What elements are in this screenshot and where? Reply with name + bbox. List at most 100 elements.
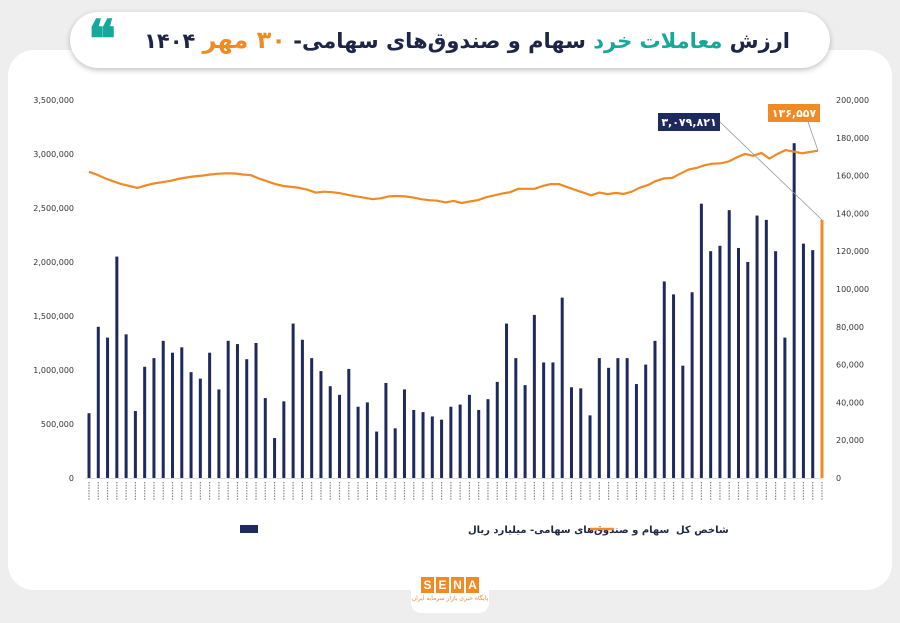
bar: [347, 368, 351, 478]
title-date: ۳۰ مهر: [202, 26, 286, 54]
bar: [430, 416, 434, 478]
callout-line-leader: [807, 121, 819, 151]
title-word-3: سهام و صندوق‌های سهامی-: [293, 29, 586, 53]
bar: [356, 406, 360, 478]
bar: [263, 398, 267, 478]
bar: [384, 382, 388, 478]
left-axis-tick-label: 2,000,000: [33, 258, 74, 267]
right-axis-tick-label: 80,000: [836, 323, 864, 332]
bar: [300, 339, 304, 478]
right-axis-tick-label: 120,000: [836, 247, 869, 256]
bar: [189, 372, 193, 478]
bar: [171, 352, 175, 478]
bar: [607, 367, 611, 478]
right-axis-tick-label: 20,000: [836, 436, 864, 445]
left-axis-tick-label: 3,500,000: [33, 96, 74, 105]
bar-latest: [820, 219, 824, 478]
bar: [736, 247, 740, 478]
legend-bars-swatch: [240, 525, 258, 533]
left-axis-tick-label: 500,000: [41, 420, 74, 429]
callout-line-label: ۱۳۶,۵۵۷: [772, 107, 817, 120]
legend-line-label: شاخص کل: [676, 525, 729, 536]
bar: [597, 358, 601, 478]
chart-panel: [8, 50, 892, 590]
bar: [551, 362, 555, 478]
bar: [254, 343, 258, 478]
bar: [746, 262, 750, 478]
bar: [532, 314, 536, 478]
bar: [273, 438, 277, 478]
bar: [393, 428, 397, 478]
bar: [421, 412, 425, 478]
bar: [634, 384, 638, 478]
bar: [245, 359, 249, 478]
bar: [811, 250, 815, 478]
index-line: [88, 149, 819, 205]
callout-bars-label: ۳,۰۷۹,۸۲۱: [661, 116, 716, 129]
bar: [375, 431, 379, 478]
bar: [486, 399, 490, 478]
callout-bars-box: [658, 113, 720, 131]
bar: [681, 365, 685, 478]
bar: [727, 210, 731, 478]
bar: [653, 340, 657, 478]
bar: [625, 358, 629, 478]
bar: [440, 419, 444, 478]
right-axis-tick-label: 180,000: [836, 134, 869, 143]
bar: [644, 364, 648, 478]
bar: [579, 388, 583, 478]
bar: [477, 409, 481, 478]
quote-icon: ❝: [88, 9, 116, 70]
bar: [718, 245, 722, 478]
bar: [143, 366, 147, 478]
bar: [662, 281, 666, 478]
bar: [282, 401, 286, 478]
bar: [161, 340, 165, 478]
bar: [542, 362, 546, 478]
bar: [672, 294, 676, 478]
bar: [690, 292, 694, 478]
bar: [514, 358, 518, 478]
right-axis-tick-label: 140,000: [836, 209, 869, 218]
bar: [198, 378, 202, 478]
bar: [106, 337, 110, 478]
bar: [569, 387, 573, 478]
left-axis-tick-label: 3,000,000: [33, 150, 74, 159]
right-axis-tick-label: 200,000: [836, 96, 869, 105]
sena-logo-letter-0: S: [421, 577, 434, 593]
bar: [217, 389, 221, 478]
bar: [412, 409, 416, 478]
bar: [87, 413, 91, 478]
bar: [495, 381, 499, 478]
bar: [365, 402, 369, 478]
bar: [180, 347, 184, 478]
bar: [449, 406, 453, 478]
left-axis-tick-label: 1,500,000: [33, 312, 74, 321]
bar: [774, 251, 778, 478]
bar: [792, 143, 796, 478]
bar: [755, 215, 759, 478]
title-bar: ❝ ارزش معاملات خرد سهام و صندوق‌های سهام…: [70, 12, 830, 68]
bar: [133, 411, 137, 478]
bar: [310, 358, 314, 478]
right-axis-tick-label: 0: [836, 474, 841, 483]
bar: [291, 323, 295, 478]
left-axis-tick-label: 0: [69, 474, 74, 483]
bar: [319, 371, 323, 478]
sena-logo-letter-2: N: [451, 577, 464, 593]
sena-logo-letter-3: A: [466, 577, 479, 593]
bar: [467, 394, 471, 478]
bar: [208, 352, 212, 478]
legend-bars-label: سهام و صندوق‌های سهامی- میلیارد ریال: [468, 525, 670, 536]
title-year: ۱۴۰۴: [144, 29, 196, 53]
left-axis-tick-label: 2,500,000: [33, 204, 74, 213]
bar: [560, 297, 564, 478]
bar: [699, 203, 703, 478]
bar: [402, 389, 406, 478]
bar: [226, 340, 230, 478]
callout-bars-leader: [719, 121, 823, 221]
right-axis-tick-label: 40,000: [836, 398, 864, 407]
sena-logo-subtitle: پایگاه خبری بازار سرمایه ایران: [411, 595, 489, 602]
